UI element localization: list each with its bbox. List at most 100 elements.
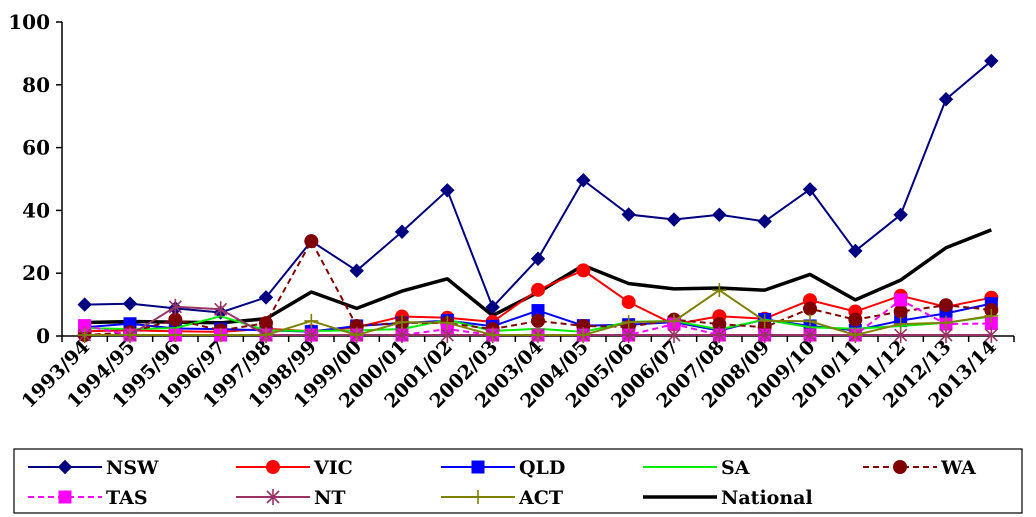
legend-item-national: National bbox=[643, 487, 813, 509]
data-point-nsw bbox=[938, 92, 954, 107]
data-point-act bbox=[168, 328, 183, 343]
series-nsw bbox=[77, 53, 999, 320]
series-act bbox=[77, 283, 999, 343]
data-point-nt bbox=[667, 327, 681, 344]
legend-item-nsw: NSW bbox=[28, 457, 159, 479]
data-point-act bbox=[485, 328, 500, 343]
data-point-nsw bbox=[122, 296, 138, 311]
data-point-act bbox=[77, 328, 92, 343]
data-point-act bbox=[576, 328, 591, 343]
data-point-wa bbox=[531, 313, 545, 328]
data-point-act bbox=[123, 328, 137, 343]
data-point-act bbox=[848, 328, 863, 343]
y-axis-ticks: 0 20 40 60 80 100 bbox=[8, 10, 62, 348]
data-point-nt bbox=[803, 327, 817, 344]
data-point-nt bbox=[214, 301, 228, 318]
data-point-act bbox=[304, 313, 319, 328]
legend-marker-act bbox=[471, 490, 485, 504]
y-tick-label: 60 bbox=[22, 136, 50, 160]
data-point-act bbox=[395, 315, 409, 330]
legend-marker-qld bbox=[471, 460, 485, 474]
legend-marker-wa bbox=[893, 460, 907, 474]
legend-item-nt: NT bbox=[236, 487, 346, 509]
legend-label-nsw: NSW bbox=[106, 457, 159, 479]
data-point-act bbox=[440, 315, 455, 330]
data-point-nsw bbox=[530, 251, 546, 266]
data-point-nsw bbox=[394, 224, 410, 239]
data-point-nsw bbox=[757, 214, 772, 229]
data-point-nt bbox=[758, 327, 772, 344]
series-line-nsw bbox=[84, 60, 992, 314]
legend-item-tas: TAS bbox=[28, 487, 148, 509]
legend-item-act: ACT bbox=[441, 487, 563, 509]
x-axis-ticks: 1993/941994/951995/961996/971997/981998/… bbox=[18, 336, 1015, 413]
y-tick-label: 20 bbox=[22, 261, 50, 285]
data-point-act bbox=[757, 313, 772, 328]
legend-marker-nsw bbox=[57, 459, 73, 475]
legend-label-wa: WA bbox=[940, 457, 976, 479]
legend-label-act: ACT bbox=[518, 487, 563, 509]
data-point-nsw bbox=[666, 212, 682, 227]
data-point-wa bbox=[893, 304, 908, 319]
legend-box bbox=[13, 448, 1023, 514]
data-point-act bbox=[984, 308, 999, 323]
data-point-wa bbox=[939, 298, 953, 313]
data-point-vic bbox=[621, 295, 636, 310]
data-point-vic bbox=[531, 282, 545, 297]
data-point-wa bbox=[803, 301, 817, 316]
data-point-nsw bbox=[440, 183, 455, 198]
legend-label-tas: TAS bbox=[106, 487, 148, 509]
legend-label-national: National bbox=[721, 487, 813, 509]
data-point-nt bbox=[395, 327, 409, 344]
series-line-wa bbox=[84, 240, 992, 337]
data-point-nt bbox=[168, 298, 182, 315]
data-point-nsw bbox=[485, 299, 500, 315]
series-layer bbox=[77, 53, 999, 344]
data-point-act bbox=[939, 315, 953, 330]
data-point-nsw bbox=[848, 243, 863, 259]
data-point-nt bbox=[984, 327, 998, 344]
y-tick-label: 0 bbox=[36, 324, 50, 348]
data-point-nsw bbox=[576, 173, 591, 188]
data-point-nsw bbox=[621, 207, 636, 222]
legend-item-qld: QLD bbox=[441, 457, 565, 479]
legend-label-vic: VIC bbox=[313, 457, 353, 479]
data-point-nt bbox=[712, 327, 726, 344]
data-point-nsw bbox=[349, 263, 364, 278]
data-point-act bbox=[621, 315, 636, 330]
data-point-tas bbox=[894, 293, 908, 307]
legend: NSW VIC QLD SA WA TAS NT ACT National bbox=[13, 448, 1023, 514]
legend-label-qld: QLD bbox=[519, 457, 565, 479]
data-point-nsw bbox=[77, 297, 92, 312]
data-point-act bbox=[259, 328, 273, 343]
legend-label-nt: NT bbox=[314, 487, 346, 509]
data-point-act bbox=[803, 314, 817, 329]
data-point-act bbox=[531, 328, 545, 343]
data-point-act bbox=[712, 283, 727, 298]
legend-item-wa: WA bbox=[863, 457, 976, 479]
legend-item-sa: SA bbox=[643, 457, 750, 479]
data-point-act bbox=[893, 317, 908, 332]
legend-marker-vic bbox=[266, 460, 280, 474]
data-point-act bbox=[349, 328, 364, 343]
data-point-vic bbox=[576, 263, 591, 278]
data-point-nsw bbox=[712, 207, 727, 223]
data-point-wa bbox=[168, 312, 183, 327]
data-point-act bbox=[667, 314, 681, 329]
data-point-nsw bbox=[258, 290, 274, 305]
data-point-wa bbox=[848, 312, 863, 327]
data-point-nsw bbox=[984, 53, 999, 69]
data-point-nt bbox=[622, 327, 636, 344]
y-tick-label: 100 bbox=[8, 10, 50, 34]
legend-item-vic: VIC bbox=[236, 457, 353, 479]
data-point-nt bbox=[304, 327, 318, 344]
legend-marker-tas bbox=[58, 490, 72, 504]
legend-marker-nt bbox=[266, 489, 280, 505]
data-point-nsw bbox=[802, 182, 818, 197]
data-point-wa bbox=[304, 234, 319, 249]
data-point-nsw bbox=[893, 207, 908, 223]
data-point-act bbox=[213, 328, 228, 343]
legend-label-sa: SA bbox=[721, 457, 750, 479]
y-tick-label: 80 bbox=[22, 73, 50, 97]
y-tick-label: 40 bbox=[22, 198, 50, 222]
